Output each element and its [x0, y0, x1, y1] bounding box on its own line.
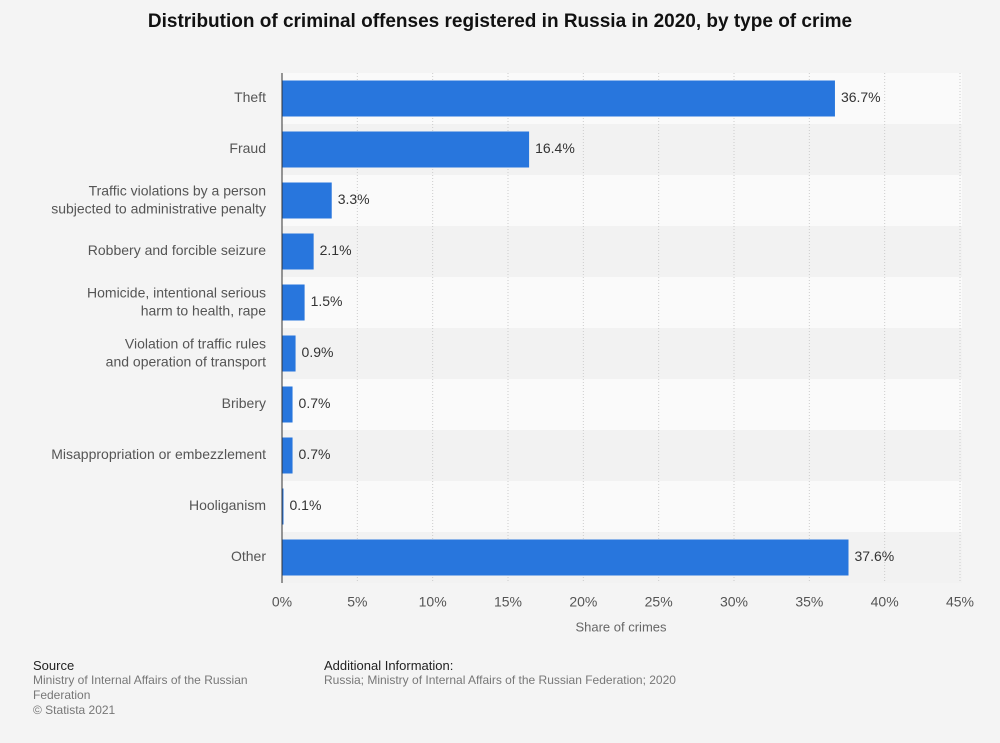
bar [282, 131, 530, 168]
source-line: Ministry of Internal Affairs of the Russ… [33, 673, 248, 702]
value-label: 0.7% [299, 395, 331, 411]
y-tick-label: Misappropriation or embezzlement [51, 446, 266, 462]
value-label: 0.7% [299, 446, 331, 462]
x-tick-label: 30% [720, 594, 748, 610]
chart: Distribution of criminal offenses regist… [51, 11, 974, 634]
value-label: 36.7% [841, 89, 881, 105]
row-band [282, 226, 962, 277]
bar [282, 284, 305, 321]
row-band [282, 328, 962, 379]
y-tick-label: Other [231, 548, 266, 564]
chart-title: Distribution of criminal offenses regist… [148, 11, 852, 32]
bar [282, 233, 314, 270]
bar [282, 80, 835, 117]
source: Source Ministry of Internal Affairs of t… [33, 658, 273, 718]
y-tick-label: Homicide, intentional serious harm to hea… [87, 284, 266, 318]
x-tick-label: 10% [419, 594, 447, 610]
value-label: 16.4% [535, 140, 575, 156]
y-tick-label: Theft [234, 89, 266, 105]
y-tick-label: Violation of traffic rules and operation … [106, 335, 266, 369]
x-axis-title: Share of crimes [575, 619, 667, 634]
source-heading: Source [33, 658, 75, 673]
row-band [282, 379, 962, 430]
bar [282, 335, 296, 372]
source-line: © Statista 2021 [33, 703, 116, 717]
x-tick-label: 15% [494, 594, 522, 610]
row-band [282, 430, 962, 481]
y-tick-label: Fraud [229, 140, 266, 156]
value-label: 37.6% [855, 548, 895, 564]
x-tick-label: 0% [272, 594, 292, 610]
additional-info: Additional Information: Russia; Ministry… [324, 658, 744, 688]
x-tick-label: 40% [871, 594, 899, 610]
bar [282, 488, 284, 525]
x-tick-label: 35% [795, 594, 823, 610]
bar [282, 437, 293, 474]
bar [282, 182, 332, 219]
x-tick-label: 45% [946, 594, 974, 610]
y-tick-label: Robbery and forcible seizure [88, 242, 266, 258]
y-tick-label: Hooliganism [189, 497, 266, 513]
y-tick-label: Traffic violations by a person subjected … [51, 182, 266, 216]
x-tick-label: 5% [347, 594, 367, 610]
x-tick-label: 25% [645, 594, 673, 610]
value-label: 3.3% [338, 191, 370, 207]
info-heading: Additional Information: [324, 658, 454, 673]
row-band [282, 175, 962, 226]
value-label: 1.5% [311, 293, 343, 309]
bar [282, 386, 293, 423]
row-band [282, 481, 962, 532]
x-tick-label: 20% [569, 594, 597, 610]
bar [282, 539, 849, 576]
info-text: Russia; Ministry of Internal Affairs of … [324, 673, 676, 687]
value-label: 2.1% [320, 242, 352, 258]
value-label: 0.1% [290, 497, 322, 513]
value-label: 0.9% [302, 344, 334, 360]
row-band [282, 277, 962, 328]
y-tick-label: Bribery [222, 395, 266, 411]
